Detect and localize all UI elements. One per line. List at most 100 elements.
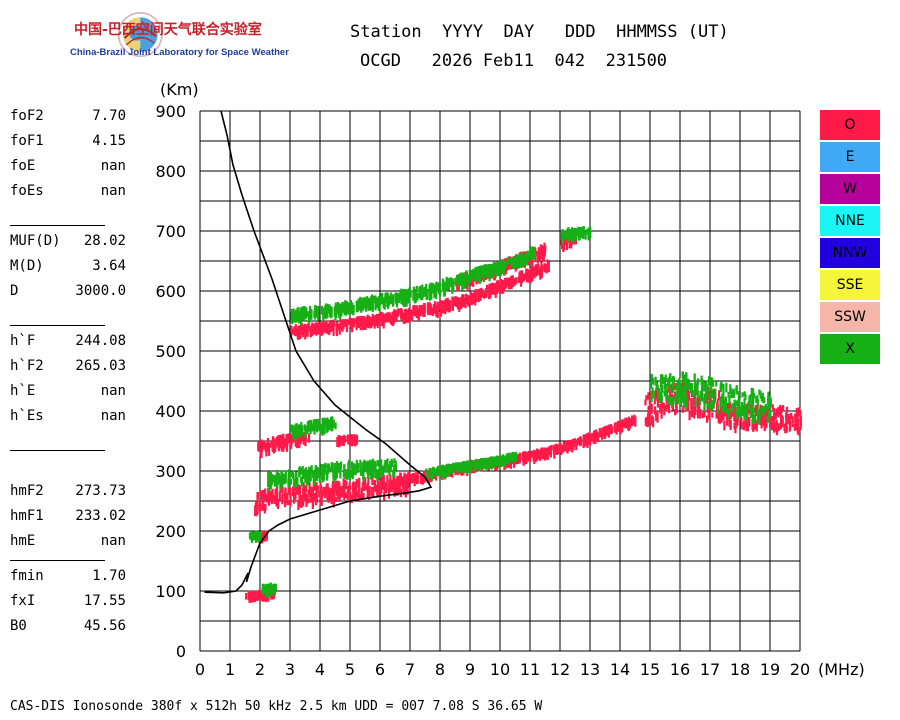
echo-point: [452, 281, 455, 291]
echo-point: [308, 482, 311, 489]
echo-point: [361, 305, 364, 311]
echo-point: [752, 407, 755, 414]
x-tick-label: 3: [285, 660, 295, 679]
echo-point: [743, 391, 746, 397]
echo-point: [255, 503, 259, 509]
echo-point: [703, 401, 706, 412]
echo-point: [733, 412, 736, 423]
echo-point: [452, 462, 455, 473]
echo-point: [650, 415, 654, 426]
echo-point: [345, 482, 348, 490]
echo-point: [582, 436, 585, 448]
echo-point: [707, 409, 710, 418]
echo-point: [291, 424, 294, 435]
echo-point: [534, 269, 537, 275]
echo-point: [460, 273, 463, 281]
echo-point: [524, 253, 527, 260]
echo-point: [290, 314, 293, 320]
echo-point: [585, 436, 588, 447]
echo-point: [545, 263, 548, 274]
echo-point: [348, 317, 351, 325]
echo-point: [730, 388, 733, 398]
echo-point: [362, 493, 365, 500]
echo-point: [343, 464, 346, 474]
echo-point: [331, 490, 334, 497]
echo-point: [652, 416, 655, 428]
echo-point: [478, 460, 481, 470]
echo-point: [271, 584, 275, 591]
legend-item-nne: NNE: [820, 206, 880, 236]
x-tick-label: 18: [730, 660, 750, 679]
echo-point: [259, 447, 262, 458]
echo-point: [421, 474, 424, 483]
echo-point: [428, 290, 432, 301]
echo-point: [382, 474, 385, 485]
legend-item-o: O: [820, 110, 880, 140]
echo-point: [722, 393, 725, 402]
echo-point: [335, 325, 338, 334]
echo-point: [365, 296, 369, 305]
echo-point: [313, 426, 316, 435]
echo-point: [703, 398, 706, 404]
echo-point: [393, 474, 396, 483]
echo-point: [741, 404, 744, 410]
echo-point: [556, 445, 559, 455]
echo-point: [416, 292, 419, 301]
echo-point: [270, 490, 273, 501]
echo-point: [692, 398, 695, 405]
echo-point: [472, 276, 475, 287]
echo-point: [658, 392, 661, 404]
echo-point: [529, 454, 532, 463]
echo-point: [463, 461, 466, 468]
echo-point: [504, 456, 508, 465]
echo-point: [338, 308, 342, 319]
echo-point: [305, 467, 308, 475]
echo-point: [272, 474, 275, 481]
echo-point: [337, 462, 341, 471]
echo-point: [419, 475, 422, 485]
echo-point: [297, 489, 300, 495]
echo-point: [611, 426, 614, 433]
echo-point: [691, 389, 694, 396]
echo-point: [341, 485, 344, 494]
echo-point: [319, 497, 322, 506]
echo-point: [419, 306, 422, 317]
echo-point: [311, 496, 315, 507]
echo-point: [355, 479, 358, 485]
echo-point: [690, 409, 694, 418]
echo-point: [683, 397, 686, 408]
echo-point: [623, 419, 626, 428]
echo-point: [681, 371, 684, 378]
echo-point: [705, 387, 708, 397]
echo-point: [323, 325, 326, 333]
echo-point: [371, 303, 374, 313]
echo-point: [562, 241, 565, 252]
echo-point: [433, 287, 436, 298]
echo-point: [511, 262, 514, 270]
echo-point: [279, 437, 282, 449]
echo-point: [290, 329, 293, 336]
echo-point: [293, 430, 296, 437]
echo-point: [647, 416, 650, 427]
echo-point: [500, 457, 503, 465]
echo-point: [679, 392, 682, 401]
y-tick-label: 400: [155, 402, 186, 421]
echo-point: [429, 468, 432, 475]
echo-point: [300, 426, 303, 433]
y-tick-label: 800: [155, 162, 186, 181]
echo-point: [291, 436, 294, 444]
echo-point: [485, 459, 488, 468]
echo-point: [305, 499, 308, 507]
echo-point: [587, 230, 590, 241]
echo-point: [785, 416, 788, 427]
echo-point: [371, 476, 374, 486]
echo-point: [369, 469, 372, 480]
echo-point: [575, 439, 578, 447]
echo-point: [360, 467, 363, 476]
echo-point: [278, 491, 281, 501]
echo-point: [395, 479, 398, 487]
echo-point: [401, 295, 404, 306]
x-tick-label: 7: [405, 660, 415, 679]
echo-point: [466, 463, 470, 471]
echo-point: [743, 409, 746, 416]
